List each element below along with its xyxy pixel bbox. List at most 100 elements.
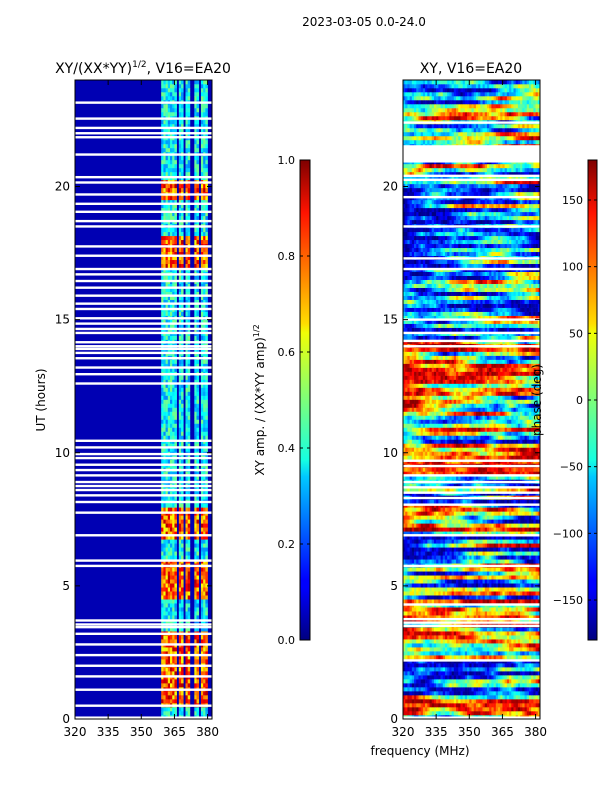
amplitude-cell	[161, 679, 164, 684]
amplitude-cell	[196, 427, 200, 432]
amplitude-cell	[200, 291, 204, 296]
amplitude-colorbar-tick-label: 0.0	[278, 634, 296, 647]
phase-cell	[484, 651, 488, 656]
amplitude-cell	[200, 251, 204, 257]
phase-cell	[444, 699, 448, 704]
amplitude-flagged-gap	[75, 688, 212, 691]
phase-cell	[482, 575, 486, 580]
phase-cell	[418, 643, 421, 648]
amplitude-cell	[178, 123, 182, 129]
phase-cell	[467, 619, 470, 624]
phase-cell	[405, 671, 408, 676]
amplitude-cell	[174, 575, 177, 580]
amplitude-cell	[194, 295, 197, 300]
phase-cell	[489, 683, 492, 688]
phase-cell	[537, 679, 540, 684]
amplitude-cell	[163, 635, 166, 640]
phase-cell	[526, 711, 530, 716]
phase-cell	[517, 615, 521, 620]
amplitude-cell	[161, 515, 164, 520]
amplitude-cell	[167, 651, 171, 656]
phase-cell	[478, 631, 481, 636]
amplitude-cell	[165, 443, 169, 448]
phase-cell	[407, 571, 410, 576]
amplitude-cell	[161, 639, 164, 644]
amplitude-cell	[196, 159, 200, 165]
amplitude-cell	[178, 627, 182, 632]
amplitude-cell	[167, 227, 171, 233]
phase-cell	[517, 663, 521, 668]
amplitude-cell	[187, 95, 191, 101]
phase-cell	[482, 591, 486, 596]
amplitude-cell	[167, 415, 171, 420]
amplitude-cell	[170, 207, 173, 213]
amplitude-ytick-label: 5	[62, 579, 70, 593]
amplitude-cell	[196, 695, 200, 700]
phase-cell	[403, 639, 406, 644]
amplitude-cell	[165, 283, 169, 288]
amplitude-cell	[194, 551, 197, 556]
amplitude-cell	[205, 239, 208, 245]
amplitude-cell	[185, 171, 188, 177]
amplitude-cell	[163, 683, 166, 688]
phase-cell	[493, 595, 497, 600]
phase-cell	[520, 691, 523, 696]
amplitude-cell	[203, 291, 206, 296]
amplitude-cell	[205, 95, 208, 101]
phase-cell	[462, 647, 466, 652]
phase-cell	[438, 631, 441, 636]
phase-cell	[429, 687, 433, 692]
amplitude-cell	[203, 187, 206, 193]
phase-cell	[438, 711, 441, 716]
amplitude-cell	[200, 203, 204, 209]
amplitude-cell	[167, 127, 171, 133]
amplitude-cell	[185, 95, 188, 101]
amplitude-cell	[174, 579, 177, 584]
phase-cell	[403, 587, 406, 592]
phase-cell	[478, 655, 481, 660]
phase-cell	[464, 607, 468, 612]
amplitude-cell	[205, 255, 208, 261]
amplitude-cell	[161, 507, 164, 512]
phase-cell	[489, 707, 492, 712]
amplitude-cell	[196, 127, 200, 133]
amplitude-cell	[178, 187, 182, 193]
phase-cell	[407, 707, 410, 712]
amplitude-cell	[185, 255, 188, 261]
amplitude-cell	[205, 80, 208, 85]
amplitude-cell	[203, 679, 206, 684]
phase-cell	[498, 647, 501, 652]
amplitude-cell	[174, 319, 177, 324]
amplitude-cell	[181, 547, 184, 552]
phase-cell	[475, 691, 479, 696]
amplitude-cell	[178, 163, 182, 169]
phase-cell	[414, 619, 417, 624]
amplitude-cell	[181, 383, 184, 388]
phase-cell	[467, 591, 470, 596]
phase-cell	[414, 591, 417, 596]
phase-cell	[473, 619, 477, 624]
phase-cell	[473, 683, 477, 688]
amplitude-cell	[163, 407, 166, 412]
phase-cell	[486, 707, 490, 712]
amplitude-cell	[172, 259, 175, 265]
phase-cell	[504, 575, 508, 580]
amplitude-cell	[174, 711, 177, 716]
amplitude-cell	[181, 80, 184, 85]
phase-cell	[456, 607, 459, 612]
amplitude-cell	[187, 667, 191, 672]
amplitude-cell	[196, 171, 200, 177]
amplitude-cell	[200, 263, 204, 269]
amplitude-cell	[200, 287, 204, 292]
amplitude-cell	[170, 379, 173, 384]
phase-cell	[467, 583, 470, 588]
amplitude-cell	[165, 435, 169, 440]
phase-cell	[422, 571, 426, 576]
amplitude-cell	[161, 303, 164, 308]
amplitude-cell	[172, 651, 175, 656]
phase-cell	[495, 663, 499, 668]
phase-cell	[491, 683, 494, 688]
phase-cell	[498, 643, 501, 648]
amplitude-cell	[181, 155, 184, 161]
amplitude-flagged-gap	[75, 294, 212, 297]
